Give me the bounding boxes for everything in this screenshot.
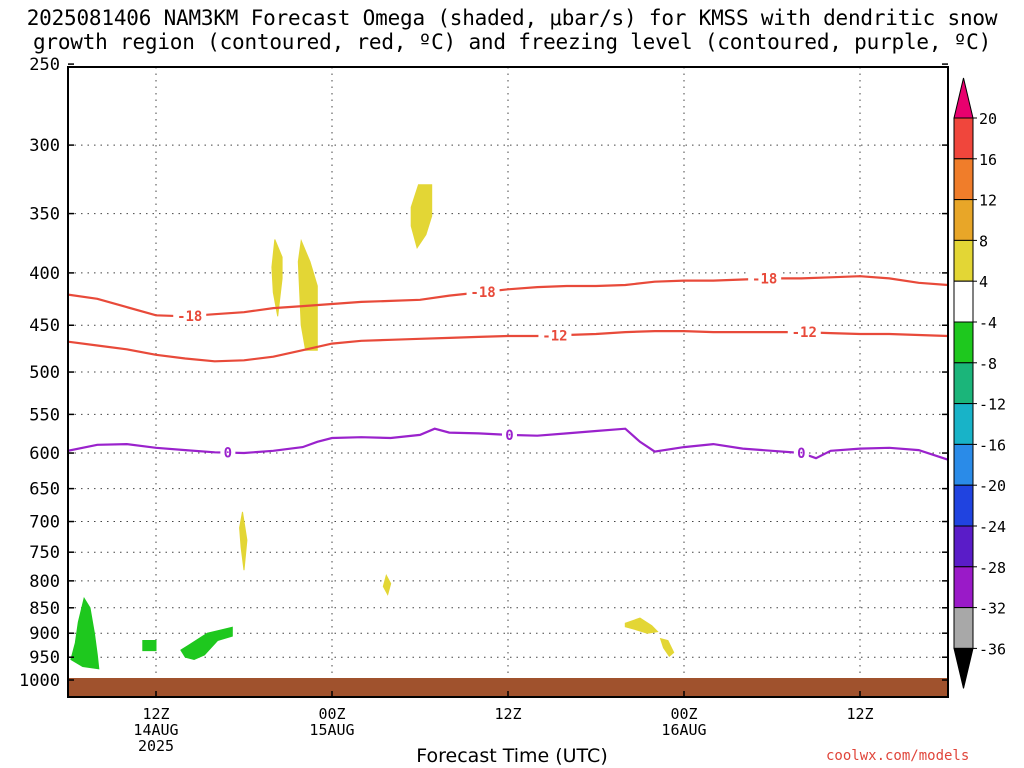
colorbar-swatch [953, 403, 974, 445]
colorbar-label: 8 [979, 232, 988, 250]
omega-region-5 [239, 511, 248, 571]
x-tick-label: 15AUG [309, 721, 354, 739]
colorbar-swatch [953, 199, 974, 241]
colorbar-label: 12 [979, 192, 997, 210]
y-tick-label: 750 [29, 543, 60, 563]
x-tick-label: 00Z [670, 705, 697, 723]
x-tick-label: 00Z [318, 705, 345, 723]
y-tick-label: 1000 [19, 671, 60, 691]
colorbar: 20 16 12 8 4 -4 -8 -12 -16 -20 -24 -28 -32 -36 [953, 77, 1006, 689]
x-tick-label: 2025 [138, 737, 174, 755]
contour-label-bg [501, 426, 517, 443]
omega-region-3 [271, 239, 283, 317]
contour-label-bg [173, 307, 207, 324]
y-tick-label: 300 [29, 136, 60, 156]
colorbar-label: 16 [979, 151, 997, 169]
colorbar-label: -36 [979, 640, 1006, 658]
omega-region-1 [930, 31, 936, 57]
colorbar-swatch [953, 239, 974, 282]
y-tick-label: 500 [29, 363, 60, 383]
y-tick-label: 900 [29, 624, 60, 644]
omega-region-2 [410, 184, 433, 249]
colorbar-swatch [953, 117, 974, 160]
colorbar-swatch [953, 525, 974, 568]
y-tick-label: 400 [29, 264, 60, 284]
contour-label-bg [793, 445, 809, 462]
x-tick-label: 12Z [142, 705, 169, 723]
y-tick-label: 950 [29, 648, 60, 668]
plot-frame [67, 66, 949, 698]
colorbar-label: -12 [979, 396, 1006, 414]
y-tick-label: 700 [29, 513, 60, 533]
colorbar-label: -28 [979, 559, 1006, 577]
contour-minus18 [68, 275, 948, 318]
colorbar-swatch [953, 443, 974, 486]
contour-label-minus18: -18 [752, 272, 777, 288]
omega-region-9 [70, 597, 100, 670]
y-tick-label: 650 [29, 480, 60, 500]
omega-region-10 [142, 640, 157, 652]
chart-title-line2: growth region (contoured, red, ºC) and f… [32, 30, 992, 54]
contour-label-minus18: -18 [470, 285, 495, 301]
contour-label-minus12: -12 [792, 325, 817, 341]
x-tick-label: 12Z [846, 705, 873, 723]
colorbar-swatch [953, 484, 974, 527]
colorbar-swatch [953, 280, 974, 323]
colorbar-label: -24 [979, 518, 1006, 536]
colorbar-label: -8 [979, 355, 997, 373]
contour-label-bg [466, 283, 500, 300]
y-tick-label: 850 [29, 599, 60, 619]
y-tick-label: 250 [29, 55, 60, 75]
colorbar-swatch [953, 647, 974, 689]
colorbar-label: -4 [979, 314, 997, 332]
x-tick-label: 12Z [494, 705, 521, 723]
terrain [68, 678, 948, 697]
omega-region-0 [442, 33, 452, 63]
omega-region-4 [297, 238, 318, 351]
contour-label-minus12: -12 [542, 328, 567, 344]
omega-region-7 [624, 617, 659, 634]
x-tick-label: 14AUG [133, 721, 178, 739]
chart-title-line1: 2025081406 NAM3KM Forecast Omega (shaded… [26, 6, 998, 30]
x-axis-title: Forecast Time (UTC) [416, 745, 608, 767]
contour-label-0: 0 [797, 446, 805, 462]
contour-label-bg [748, 270, 782, 287]
plot-area: -18 -18 -18 -12 -12 0 0 0 [68, 31, 948, 697]
credit-link[interactable]: coolwx.com/models [826, 748, 970, 764]
y-tick-label: 550 [29, 405, 60, 425]
contour-label-bg [787, 324, 821, 341]
y-tick-label: 350 [29, 205, 60, 225]
colorbar-label: -16 [979, 436, 1006, 454]
y-tick-label: 600 [29, 444, 60, 464]
y-tick-label: 450 [29, 316, 60, 336]
colorbar-swatch [953, 77, 974, 119]
chart-title: 2025081406 NAM3KM Forecast Omega (shaded… [0, 6, 1024, 54]
colorbar-swatch [953, 362, 974, 405]
contour-label-bg [538, 327, 572, 344]
colorbar-swatch [953, 158, 974, 201]
colorbar-swatch [953, 607, 974, 649]
colorbar-label: -20 [979, 477, 1006, 495]
contour-label-0: 0 [224, 446, 232, 462]
colorbar-swatch [953, 321, 974, 364]
colorbar-label: -32 [979, 600, 1006, 618]
contour-label-minus18: -18 [177, 309, 202, 325]
contour-label-0: 0 [505, 428, 513, 444]
colorbar-swatch [953, 566, 974, 609]
omega-region-11 [180, 626, 233, 661]
colorbar-label: 4 [979, 273, 988, 291]
x-tick-label: 16AUG [661, 721, 706, 739]
colorbar-label: 20 [979, 110, 997, 128]
contour-label-bg [220, 444, 236, 461]
omega-region-8 [659, 637, 675, 658]
y-tick-label: 800 [29, 572, 60, 592]
omega-region-6 [382, 573, 392, 596]
